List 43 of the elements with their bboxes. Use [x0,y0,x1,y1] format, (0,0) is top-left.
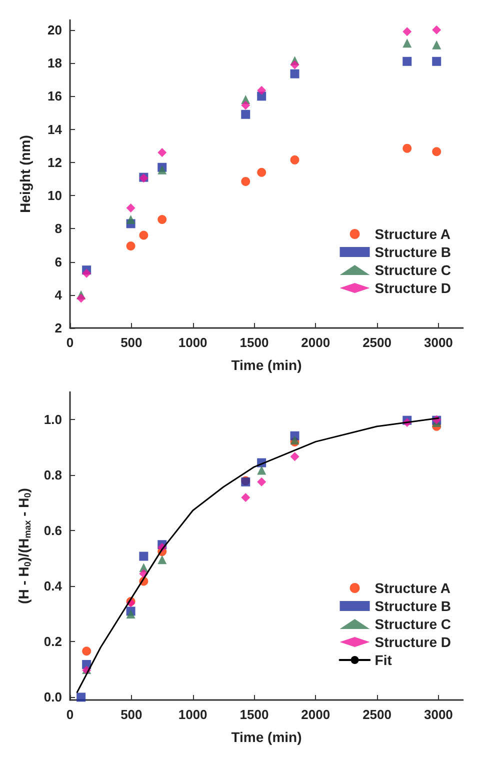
y-tick-label: 0.2 [44,634,62,650]
y-tick-label: 16 [48,88,62,104]
y-tick-label: 20 [48,22,62,38]
legend-label: Structure A [374,580,450,596]
x-tick-label: 3000 [424,335,453,350]
x-tick-label: 1500 [240,335,269,350]
x-axis-title: Time (min) [231,357,302,373]
legend-label: Structure B [374,244,451,260]
y-tick-label: 12 [48,154,62,170]
y-tick-label: 2 [54,320,62,336]
legend-label: Structure C [374,616,451,632]
x-tick-label: 2000 [301,707,330,722]
x-tick-label: 2500 [362,707,392,722]
x-tick-label: 1000 [178,707,208,722]
legend-label: Fit [374,652,392,668]
x-tick-label: 500 [120,707,142,722]
x-tick-label: 500 [120,335,142,350]
x-tick-label: 1000 [178,335,208,350]
legend-label: Structure B [374,598,451,614]
y-tick-label: 6 [54,254,62,270]
legend-label: Structure C [374,262,451,278]
x-tick-label: 3000 [424,707,453,722]
x-axis-title: Time (min) [231,729,302,745]
y-tick-label: 18 [48,56,62,71]
y-axis-title: (H - H0)/(Hmax - H0) [16,488,32,604]
legend-label: Structure D [374,634,451,650]
y-tick-label: 14 [48,122,63,137]
x-tick-label: 2500 [362,335,392,350]
legend-label: Structure D [374,280,451,296]
y-axis-title: Height (nm) [17,135,33,213]
y-tick-label: 0.6 [44,523,62,538]
x-tick-label: 2000 [301,335,330,350]
y-tick-label: 4 [54,287,63,302]
y-tick-label: 10 [48,188,62,204]
x-tick-label: 0 [66,707,74,722]
y-tick-label: 0.8 [44,468,62,483]
y-tick-label: 1.0 [44,412,62,428]
x-tick-label: 1500 [240,707,269,722]
y-tick-label: 0.0 [44,690,62,705]
x-tick-label: 0 [66,335,74,350]
y-tick-label: 8 [54,221,62,236]
y-tick-label: 0.4 [44,578,63,594]
legend-label: Structure A [374,226,450,242]
